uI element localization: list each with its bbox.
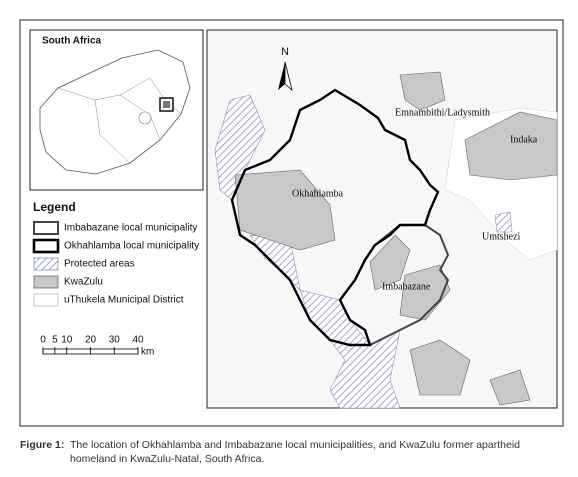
inset-title: South Africa bbox=[42, 36, 102, 47]
legend-label: Protected areas bbox=[64, 259, 135, 270]
legend-swatch bbox=[33, 293, 59, 307]
kwazulu-area bbox=[399, 71, 446, 111]
caption-text: The location of Okhahlamba and Imbabazan… bbox=[70, 439, 521, 465]
study-area bbox=[163, 101, 170, 108]
kwazulu-area bbox=[369, 234, 411, 291]
legend: Imbabazane local municipality Okhahlamba … bbox=[32, 221, 199, 307]
legend-label: KwaZulu bbox=[64, 277, 103, 288]
lesotho bbox=[138, 111, 152, 125]
caption-label: Figure 1: bbox=[20, 439, 65, 451]
protected-area bbox=[299, 289, 401, 409]
scale-label: 0 bbox=[40, 335, 46, 346]
figure: South Africa Legend Imbabazane local mun… bbox=[19, 19, 564, 427]
kwazulu-area bbox=[399, 264, 451, 321]
legend-swatch bbox=[33, 257, 59, 271]
scale-label: 30 bbox=[109, 335, 121, 346]
north-arrow bbox=[278, 62, 285, 90]
okhahlamba-boundary bbox=[230, 88, 440, 347]
legend-label: Okhahlamba local municipality bbox=[64, 241, 199, 252]
map-label: Indaka bbox=[510, 134, 538, 145]
kwazulu-area bbox=[489, 369, 531, 406]
map-label: Umtshezi bbox=[482, 231, 521, 242]
map-label: Emnambithi/Ladysmith bbox=[395, 107, 490, 118]
legend-title: Legend bbox=[33, 200, 76, 214]
legend-swatch bbox=[33, 275, 59, 289]
north-label: N bbox=[281, 46, 289, 58]
legend-swatch bbox=[33, 221, 59, 235]
legend-label: uThukela Municipal District bbox=[64, 295, 184, 306]
scale-label: 20 bbox=[85, 335, 97, 346]
scale-label: 5 bbox=[52, 335, 58, 346]
map-label: Okhahlamba bbox=[292, 188, 344, 199]
protected-area bbox=[494, 211, 513, 233]
scale-label: 40 bbox=[132, 335, 144, 346]
legend-label: Imbabazane local municipality bbox=[64, 223, 197, 234]
caption: Figure 1: The location of Okhahlamba and… bbox=[20, 438, 565, 466]
map-label: Imbabazane bbox=[382, 281, 431, 292]
province-lines bbox=[57, 77, 182, 164]
scale-unit: km bbox=[141, 347, 154, 358]
north-arrow bbox=[284, 61, 293, 92]
scale-label: 10 bbox=[61, 335, 73, 346]
legend-swatch bbox=[32, 238, 60, 254]
study-area-box bbox=[159, 97, 174, 112]
kwazulu-area bbox=[464, 111, 558, 181]
main-map: N Emnambithi/Ladysmith Indaka Okhahlamba… bbox=[206, 29, 558, 409]
kwazulu-area bbox=[409, 339, 471, 396]
kwazulu-area bbox=[234, 169, 336, 251]
